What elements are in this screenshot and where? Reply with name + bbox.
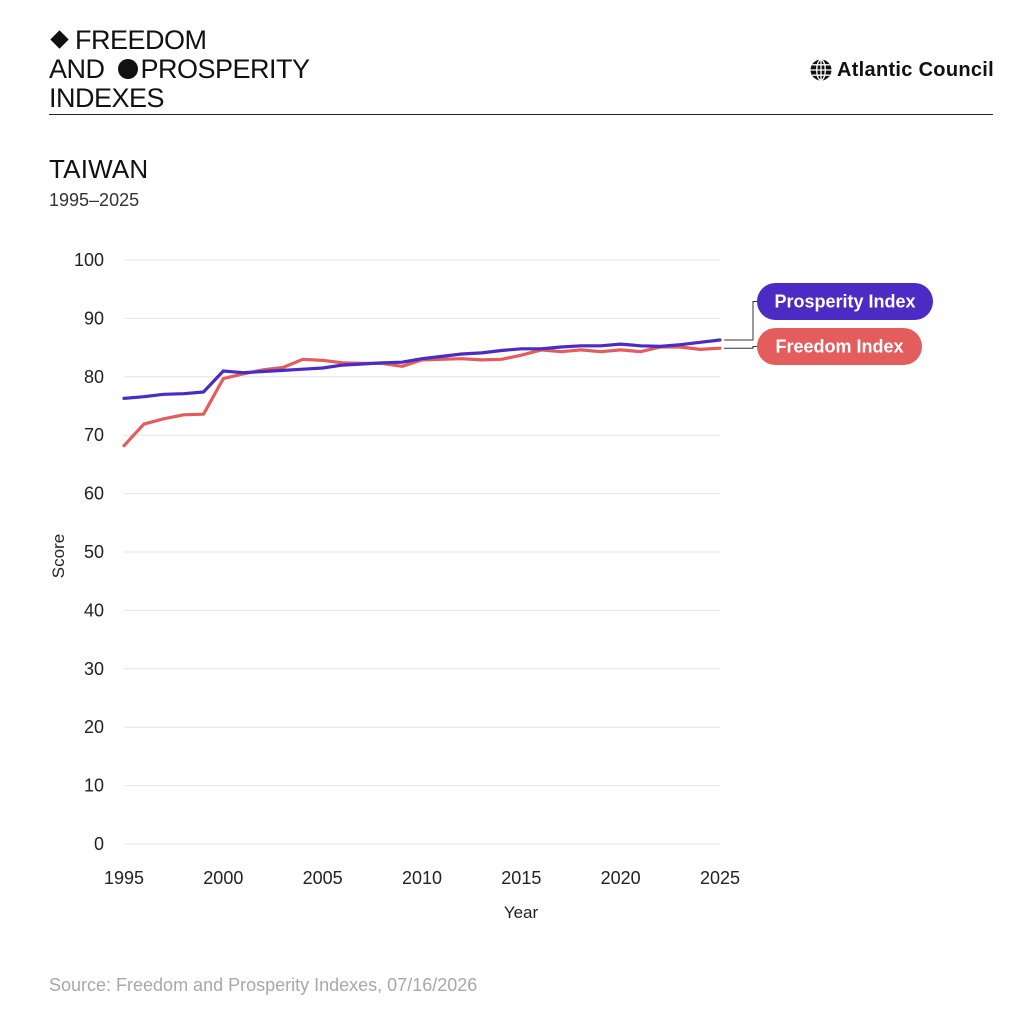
x-tick-label: 2015	[501, 868, 541, 888]
source-note: Source: Freedom and Prosperity Indexes, …	[49, 975, 478, 995]
series-line-prosperity-index	[122, 338, 722, 400]
y-tick-label: 50	[84, 542, 104, 562]
series-label-pill	[757, 283, 933, 320]
series-label-text: Prosperity Index	[774, 292, 915, 312]
x-tick-label: 2000	[203, 868, 243, 888]
series-line-freedom-index	[122, 345, 722, 448]
grid-lines	[124, 259, 720, 845]
brand-title: FREEDOM AND PROSPERITY INDEXES	[49, 26, 310, 113]
y-tick-label: 100	[74, 250, 104, 270]
x-tick-label: 2025	[700, 868, 740, 888]
x-axis-title: Year	[504, 903, 539, 922]
brand-title-freedom: FREEDOM	[75, 25, 207, 55]
y-tick-label: 0	[94, 834, 104, 854]
y-tick-label: 30	[84, 659, 104, 679]
y-tick-label: 70	[84, 425, 104, 445]
y-tick-label: 60	[84, 484, 104, 504]
y-tick-label: 20	[84, 717, 104, 737]
brand-title-indexes: INDEXES	[49, 83, 165, 113]
header-divider	[49, 114, 993, 115]
chart-subtitle: 1995–2025	[49, 190, 140, 210]
label-connector	[724, 346, 757, 349]
y-tick-label: 40	[84, 600, 104, 620]
series-label-pill	[757, 328, 922, 365]
chart-title: TAIWAN	[49, 154, 149, 184]
y-axis-title: Score	[49, 534, 68, 578]
x-tick-label: 2010	[402, 868, 442, 888]
y-tick-label: 10	[84, 776, 104, 796]
series-labels: Prosperity Index Freedom Index	[724, 283, 933, 365]
y-axis-ticks: 0 10 20 30 40 50 60 70 80 90 100	[74, 250, 104, 854]
brand-title-line-2: AND PROSPERITY	[49, 55, 310, 84]
circle-icon	[117, 59, 138, 79]
label-connector	[724, 301, 757, 341]
brand-title-line-1: FREEDOM	[49, 26, 310, 55]
brand-title-line-3: INDEXES	[49, 84, 310, 113]
x-tick-label: 1995	[104, 868, 144, 888]
series-label-text: Freedom Index	[775, 337, 903, 357]
publisher-name: Atlantic Council	[836, 58, 994, 81]
brand-title-and: AND	[49, 54, 112, 84]
brand-title-prosperity: PROSPERITY	[140, 54, 311, 84]
y-tick-label: 90	[84, 308, 104, 328]
globe-icon	[810, 59, 832, 81]
x-tick-label: 2005	[303, 868, 343, 888]
publisher-logo[interactable]: Atlantic Council	[809, 58, 994, 82]
x-axis-ticks: 1995 2000 2005 2010 2015 2020 2025	[104, 868, 740, 888]
x-tick-label: 2020	[601, 868, 641, 888]
y-tick-label: 80	[84, 367, 104, 387]
series-lines	[122, 338, 722, 448]
